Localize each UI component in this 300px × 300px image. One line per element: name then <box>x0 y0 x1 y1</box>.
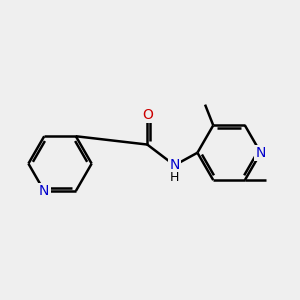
Text: N: N <box>39 184 50 198</box>
Text: O: O <box>142 108 153 122</box>
Text: N: N <box>169 158 180 172</box>
Text: H: H <box>170 171 179 184</box>
Text: N: N <box>256 146 266 160</box>
